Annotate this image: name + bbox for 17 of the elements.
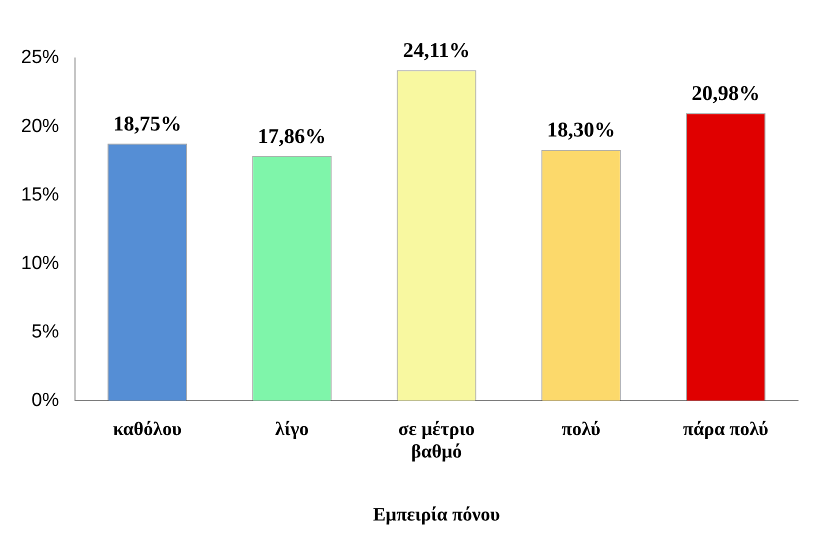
data-label: 20,98% [692,81,760,106]
data-label: 17,86% [258,124,326,148]
data-label: 24,11% [402,38,470,62]
x-tick-label: καθόλου [112,418,182,440]
x-tick-label: πάρα πολύ [683,418,769,440]
data-label: 18,30% [546,118,616,142]
x-axis-title: Εμπειρία πόνου [372,504,500,526]
y-tick-label: 20% [20,116,60,137]
y-tick-label: 10% [20,252,60,274]
y-tick-label: 5% [32,321,60,342]
y-tick-label: 15% [20,184,60,206]
x-tick-label: λίγο [275,418,309,440]
x-tick-label: σε μέτριο βαθμό [398,418,475,463]
x-tick-label: πολύ [562,418,601,440]
data-label: 18,75% [113,112,182,136]
y-tick-label: 25% [20,47,60,68]
y-tick-label: 0% [32,390,60,411]
